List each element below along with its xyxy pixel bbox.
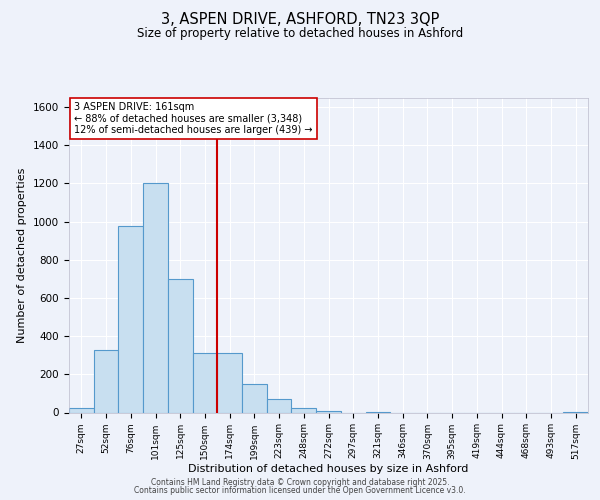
- Bar: [118, 226, 143, 412]
- Bar: [242, 384, 267, 412]
- Bar: [292, 408, 316, 412]
- Bar: [316, 410, 341, 412]
- Bar: [69, 408, 94, 412]
- Text: Contains HM Land Registry data © Crown copyright and database right 2025.: Contains HM Land Registry data © Crown c…: [151, 478, 449, 487]
- Text: Size of property relative to detached houses in Ashford: Size of property relative to detached ho…: [137, 28, 463, 40]
- Bar: [94, 350, 118, 412]
- Y-axis label: Number of detached properties: Number of detached properties: [17, 168, 28, 342]
- Bar: [168, 279, 193, 412]
- Text: 3 ASPEN DRIVE: 161sqm
← 88% of detached houses are smaller (3,348)
12% of semi-d: 3 ASPEN DRIVE: 161sqm ← 88% of detached …: [74, 102, 313, 136]
- X-axis label: Distribution of detached houses by size in Ashford: Distribution of detached houses by size …: [188, 464, 469, 474]
- Bar: [267, 399, 292, 412]
- Text: Contains public sector information licensed under the Open Government Licence v3: Contains public sector information licen…: [134, 486, 466, 495]
- Bar: [193, 354, 217, 412]
- Text: 3, ASPEN DRIVE, ASHFORD, TN23 3QP: 3, ASPEN DRIVE, ASHFORD, TN23 3QP: [161, 12, 439, 28]
- Bar: [143, 184, 168, 412]
- Bar: [217, 354, 242, 412]
